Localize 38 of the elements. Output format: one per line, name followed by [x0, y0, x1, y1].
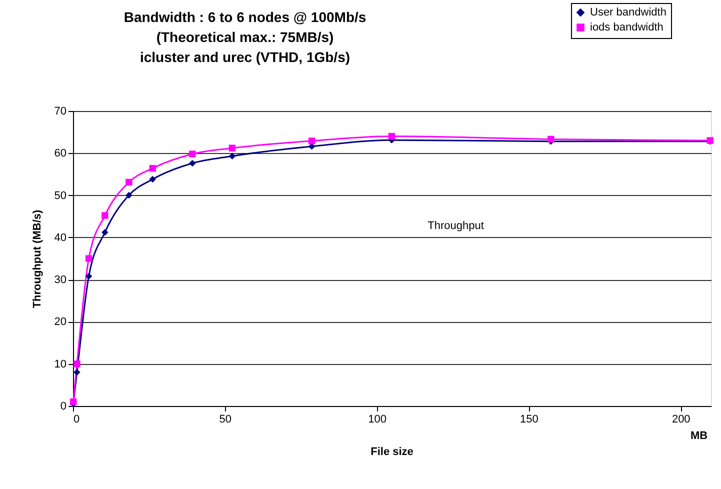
point — [102, 212, 108, 219]
point — [85, 272, 92, 280]
x-tick-label: 50 — [219, 414, 232, 426]
point — [308, 138, 316, 144]
point — [149, 164, 156, 172]
point — [228, 152, 236, 160]
point — [126, 192, 132, 199]
point — [308, 143, 316, 150]
x-tick-label: 150 — [520, 414, 538, 426]
legend-label: iods bandwidth — [590, 22, 664, 34]
point — [85, 255, 92, 262]
chart-title: Bandwidth : 6 to 6 nodes @ 100Mb/s (Theoretical max.: 75MB/s) icluster and urec (VTHD, 1Gb/s) — [124, 9, 366, 65]
y-tick-label: 20 — [54, 316, 66, 328]
point — [74, 368, 80, 376]
x-tick-label: 0 — [74, 414, 80, 426]
y-tick-label: 50 — [54, 190, 66, 202]
y-tick-label: 40 — [54, 232, 66, 244]
point — [149, 176, 156, 183]
y-axis-title: Throughput (MB/s) — [31, 209, 44, 308]
point — [388, 132, 396, 140]
x-tick-label: 100 — [368, 414, 386, 426]
annotation: Throughput — [428, 220, 484, 232]
x-axis-title: File size — [370, 446, 414, 458]
point — [189, 160, 196, 167]
y-tick-label: 30 — [54, 274, 66, 286]
legend-label: User bandwidth — [590, 6, 666, 18]
point — [189, 150, 196, 158]
y-tick-label: 60 — [54, 148, 66, 160]
text: MB — [690, 430, 708, 442]
point — [102, 229, 108, 236]
x-tick-label: 200 — [672, 414, 690, 426]
point — [228, 144, 236, 152]
y-tick-label: 10 — [54, 358, 66, 370]
point — [126, 178, 132, 186]
y-tick-label: 70 — [54, 106, 66, 118]
point — [74, 360, 80, 368]
y-tick-label: 0 — [60, 400, 66, 412]
point — [548, 136, 554, 143]
